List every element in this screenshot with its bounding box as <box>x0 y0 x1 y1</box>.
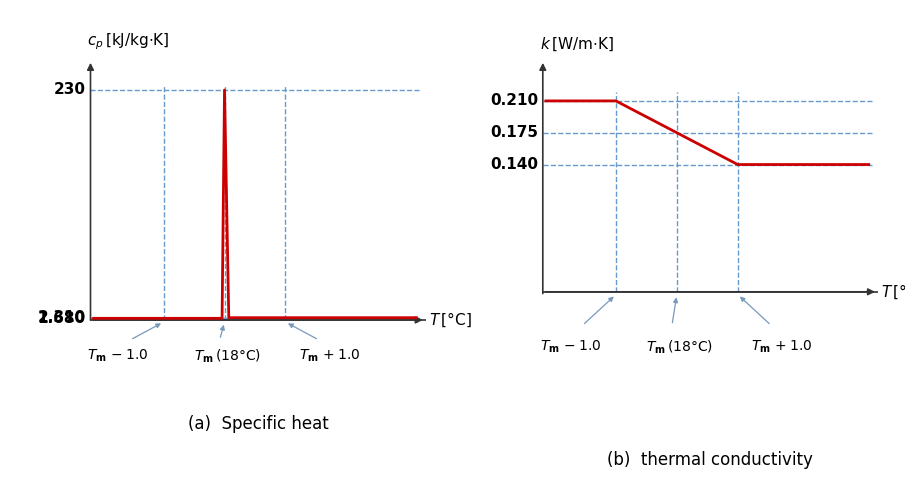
Text: $T_{\mathbf{m}}\,+1.0$: $T_{\mathbf{m}}\,+1.0$ <box>751 339 813 355</box>
Text: $T_{\mathbf{m}}\,-1.0$: $T_{\mathbf{m}}\,-1.0$ <box>539 339 601 355</box>
Text: $T\,[{\rm \degree C}]$: $T\,[{\rm \degree C}]$ <box>429 311 472 329</box>
Text: $T_{\mathbf{m}}\,+1.0$: $T_{\mathbf{m}}\,+1.0$ <box>299 348 360 364</box>
Text: $T\,[{\rm \degree C}]$: $T\,[{\rm \degree C}]$ <box>881 282 905 301</box>
Text: 0.140: 0.140 <box>490 157 538 172</box>
Text: 0.175: 0.175 <box>490 125 538 140</box>
Text: $T_{\mathbf{m}}\,(18{\rm \degree C})$: $T_{\mathbf{m}}\,(18{\rm \degree C})$ <box>646 339 713 356</box>
Text: 230: 230 <box>53 82 86 98</box>
Text: $T_{\mathbf{m}}\,(18{\rm \degree C})$: $T_{\mathbf{m}}\,(18{\rm \degree C})$ <box>194 348 262 366</box>
Text: $c_p\,[\mathrm{kJ/kg{\cdot}K}]$: $c_p\,[\mathrm{kJ/kg{\cdot}K}]$ <box>88 32 170 52</box>
Text: $T_{\mathbf{m}}\,-1.0$: $T_{\mathbf{m}}\,-1.0$ <box>87 348 148 364</box>
Text: (b)  thermal conductivity: (b) thermal conductivity <box>607 451 814 469</box>
Text: 1.680: 1.680 <box>37 311 86 326</box>
Text: (a)  Specific heat: (a) Specific heat <box>187 415 329 433</box>
Text: 2.310: 2.310 <box>37 310 86 325</box>
Text: $k\,[\mathrm{W/m{\cdot}K}]$: $k\,[\mathrm{W/m{\cdot}K}]$ <box>539 36 614 52</box>
Text: 0.210: 0.210 <box>490 94 538 108</box>
